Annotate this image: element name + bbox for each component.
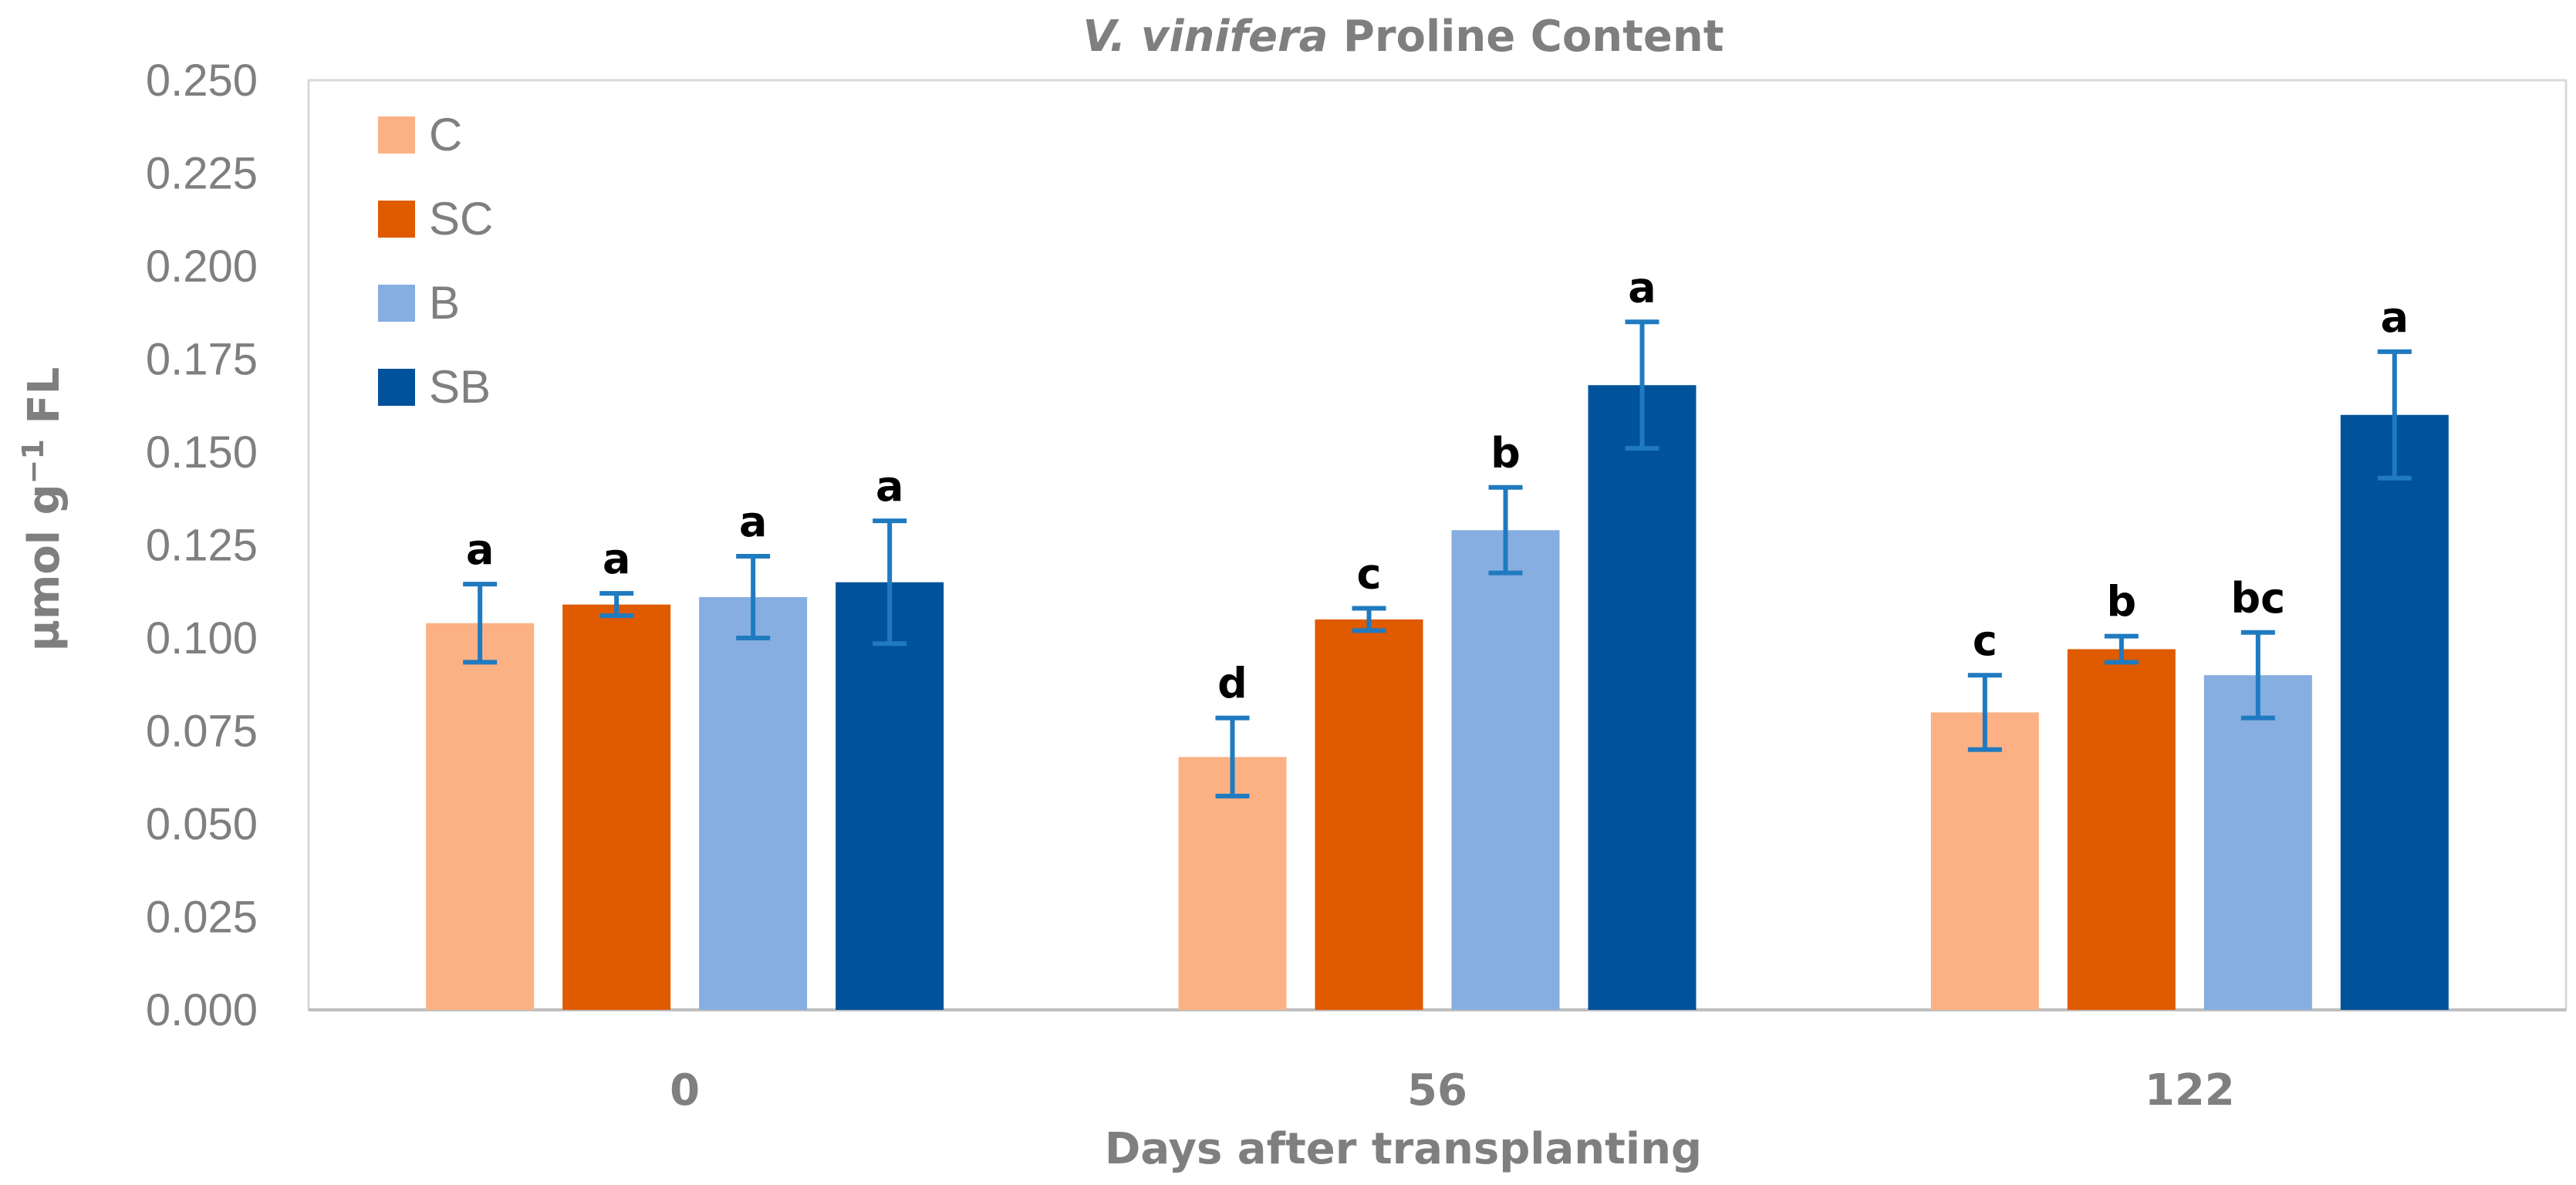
legend-label-sb: SB bbox=[429, 361, 491, 413]
y-tick-label: 0.200 bbox=[146, 241, 258, 292]
bar-c-day-56 bbox=[1178, 757, 1287, 1010]
legend-swatch-sc bbox=[378, 201, 415, 238]
y-tick-label: 0.175 bbox=[146, 335, 258, 385]
bar-sc-day-122 bbox=[2067, 649, 2176, 1010]
bar-sc-day-56 bbox=[1315, 619, 1423, 1010]
y-tick-label: 0.050 bbox=[146, 799, 258, 849]
bar-c-day-122 bbox=[1930, 712, 2039, 1010]
significance-letter: c bbox=[1973, 616, 1997, 665]
y-tick-label: 0.025 bbox=[146, 893, 258, 943]
bar-sc-day-0 bbox=[562, 604, 671, 1010]
bar-sb-day-56 bbox=[1588, 385, 1697, 1010]
y-axis-label-suffix: FL bbox=[19, 367, 69, 439]
y-tick-label: 0.075 bbox=[146, 707, 258, 757]
significance-letter: a bbox=[2381, 293, 2409, 342]
y-tick-label: 0.225 bbox=[146, 149, 258, 199]
bar-b-day-122 bbox=[2203, 675, 2312, 1010]
y-axis-label-sup: −1 bbox=[16, 439, 50, 484]
x-category-label: 56 bbox=[1407, 1065, 1467, 1116]
bar-sb-day-0 bbox=[836, 582, 944, 1010]
y-tick-label: 0.000 bbox=[146, 985, 258, 1035]
legend-swatch-b bbox=[378, 285, 415, 322]
bar-b-day-56 bbox=[1451, 530, 1560, 1010]
significance-letter: b bbox=[2107, 578, 2137, 626]
y-axis-label: µmol g−1 FL bbox=[16, 367, 69, 652]
legend-swatch-c bbox=[378, 116, 415, 154]
significance-letter: bc bbox=[2230, 574, 2285, 623]
significance-letter: a bbox=[876, 462, 903, 511]
significance-letter: d bbox=[1217, 660, 1247, 708]
bar-c-day-0 bbox=[426, 623, 535, 1010]
significance-letter: a bbox=[466, 525, 494, 574]
legend-label-b: B bbox=[429, 277, 460, 329]
y-tick-label: 0.250 bbox=[146, 56, 258, 106]
significance-letter: c bbox=[1356, 549, 1381, 598]
x-axis-label: Days after transplanting bbox=[1105, 1124, 1702, 1174]
significance-letter: a bbox=[1628, 263, 1656, 312]
significance-letter: a bbox=[739, 498, 767, 546]
chart-title: V. vinifera Proline Content bbox=[1082, 12, 1724, 62]
x-category-label: 122 bbox=[2145, 1065, 2235, 1116]
legend-label-c: C bbox=[429, 109, 462, 160]
significance-letter: a bbox=[603, 535, 630, 583]
y-axis-label-main: µmol g bbox=[19, 484, 69, 651]
legend-swatch-sb bbox=[378, 369, 415, 406]
chart-title-italic: V. vinifera bbox=[1082, 12, 1328, 62]
significance-letter: b bbox=[1491, 429, 1521, 478]
y-tick-label: 0.150 bbox=[146, 427, 258, 478]
x-category-label: 0 bbox=[670, 1065, 700, 1116]
bar-sb-day-122 bbox=[2340, 414, 2449, 1010]
y-tick-label: 0.125 bbox=[146, 521, 258, 571]
legend-label-sc: SC bbox=[429, 193, 493, 245]
bar-b-day-0 bbox=[699, 596, 808, 1010]
y-tick-label: 0.100 bbox=[146, 613, 258, 663]
chart-title-rest: Proline Content bbox=[1328, 12, 1724, 62]
